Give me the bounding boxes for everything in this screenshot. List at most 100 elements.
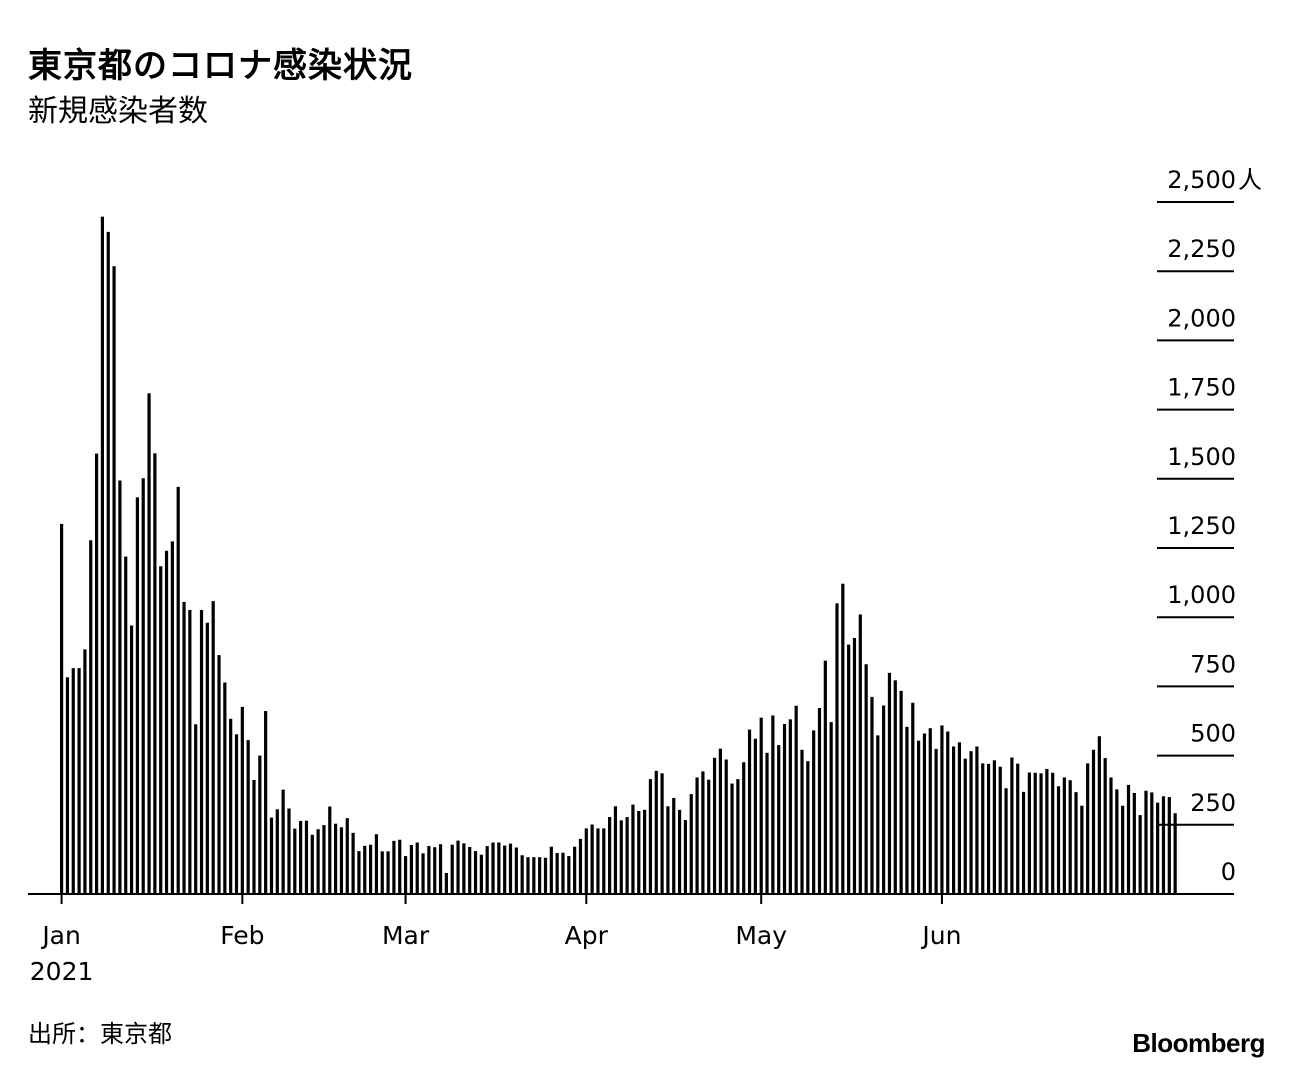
bar [322,825,326,894]
y-tick-label: 1,250 [1167,512,1236,540]
bar [718,748,722,894]
y-tick-label: 2,250 [1167,235,1236,263]
bar [829,722,833,894]
bar [1039,773,1043,894]
bar [689,794,693,894]
bar [357,851,361,894]
bar [1161,796,1166,894]
bar [205,622,209,894]
bar [613,806,618,894]
bar [1062,777,1066,894]
bar [182,601,186,894]
y-tick-label: 2,500 [1167,166,1236,194]
bar [1156,802,1160,894]
bar [643,809,647,894]
x-tick-label: May [735,921,787,950]
bar [427,846,431,894]
bar [415,842,419,894]
bar [654,770,658,894]
bar [246,740,250,894]
bar [106,231,110,894]
y-tick-label: 250 [1190,789,1236,817]
bar [304,820,309,894]
bar [858,614,862,894]
y-tick-label: 0 [1221,858,1236,886]
bar [882,705,886,894]
bar [316,829,320,894]
bar [981,763,985,894]
bar [1027,772,1031,894]
bar [1086,763,1090,894]
bar [1138,815,1142,894]
bar [771,715,775,894]
bar [1033,772,1037,894]
bar [963,758,967,894]
bar [1080,805,1084,894]
bar [806,761,810,894]
bar [147,393,151,894]
bar [380,851,384,894]
bar [1121,805,1125,894]
bar [946,731,950,894]
y-tick-label: 750 [1190,650,1236,678]
bar [310,834,314,894]
bar [777,745,781,894]
bar [135,497,139,894]
bar [520,855,524,894]
bar [409,845,413,894]
bar [765,752,769,894]
bar [153,453,157,894]
bar [660,773,664,894]
bar [753,738,757,894]
bar [444,872,448,894]
bar [164,550,169,894]
bar [794,705,798,894]
bar [433,847,437,894]
bar [951,746,956,894]
bar [899,690,903,894]
bar [473,851,478,894]
bar [782,724,787,894]
bar [683,820,688,894]
bar [94,453,99,894]
bar [293,828,297,894]
bar [677,809,682,894]
bar [648,779,653,894]
x-tick-label: Jan [40,921,81,950]
bar [403,856,408,894]
bar [998,766,1002,894]
bar [870,696,874,894]
bar [1068,780,1072,894]
x-tick-label: Apr [565,921,609,950]
bar [788,719,792,894]
bar [934,748,938,894]
bar [543,857,548,894]
bar [386,851,390,894]
bar [299,820,303,894]
y-unit-label: 人 [1238,166,1262,194]
bar [77,668,81,894]
bar [730,783,734,894]
bar [1045,768,1049,894]
bar [584,828,588,894]
bar [608,817,612,894]
bar [852,637,857,894]
bar [188,610,192,894]
bar [374,834,379,894]
bar [194,724,198,894]
bar [905,726,909,894]
bar [701,771,705,894]
bar [666,806,670,894]
bar [287,808,291,894]
bar [1144,790,1148,894]
bar [707,779,711,894]
bar [742,762,746,894]
x-tick-sublabel: 2021 [30,957,94,986]
bar [1103,758,1107,894]
bar [800,749,804,894]
bar [876,735,880,894]
bar [969,751,973,894]
bar [229,718,233,894]
bar [992,760,996,894]
chart-title: 東京都のコロナ感染状況 [28,46,413,86]
